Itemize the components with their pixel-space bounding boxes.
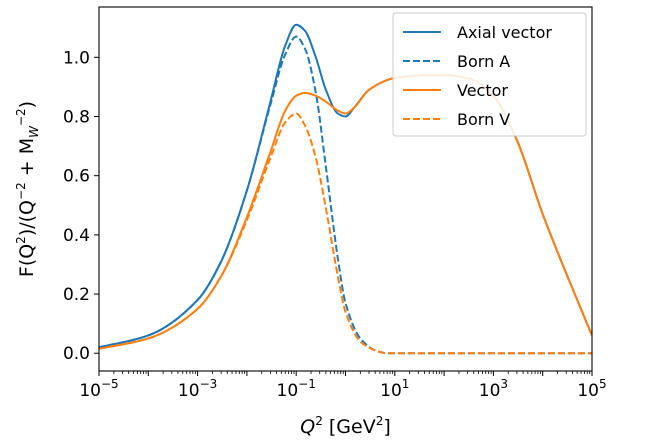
legend-label-born-v: Born V: [457, 110, 510, 129]
y-axis-label-part3: + M: [16, 138, 38, 182]
y-tick-label: 0.8: [63, 107, 90, 127]
x-tick-exponent: 1: [402, 377, 410, 391]
y-axis-label-sup1: 2: [14, 236, 28, 244]
x-axis-label-sup: 2: [315, 414, 323, 428]
x-tick-label: 10−5: [79, 377, 118, 401]
y-axis-label: F(Q2)/(Q−2 + MW−2): [14, 101, 41, 277]
plot-frame: [98, 6, 593, 372]
x-tick-base: 10: [277, 381, 299, 401]
y-tick-label: 0.0: [63, 344, 90, 364]
x-tick-exponent: −1: [298, 377, 316, 391]
x-axis-label-unit-sup: 2: [376, 414, 384, 428]
x-axis-label-unit-close: ]: [383, 416, 390, 438]
x-axis: 10−5 10−3 10−1 101 103 105: [79, 371, 607, 401]
y-axis-label-part4: ): [16, 101, 38, 108]
x-tick-base: 10: [178, 381, 200, 401]
x-axis-label-unit-open: [GeV: [323, 416, 376, 438]
y-axis-label-part1: F(Q: [16, 244, 38, 277]
x-tick-base: 10: [577, 381, 599, 401]
x-tick-label: 105: [577, 377, 606, 401]
legend-label-vector: Vector: [457, 81, 508, 100]
x-tick-label: 10−3: [178, 377, 217, 401]
legend: Axial vector Born A Vector Born V: [392, 12, 587, 137]
x-tick-exponent: 5: [599, 377, 607, 391]
x-axis-label: Q2 [GeV2]: [300, 414, 391, 438]
legend-label-born-a: Born A: [457, 52, 510, 71]
y-tick-label: 0.2: [63, 285, 90, 305]
y-axis-label-sup3: −2: [14, 108, 28, 126]
y-axis-label-sub3: W: [27, 125, 41, 138]
series-line-born-v: [99, 112, 592, 355]
x-tick-exponent: 3: [500, 377, 508, 391]
x-tick-label: 103: [479, 377, 508, 401]
x-tick-base: 10: [479, 381, 501, 401]
y-axis: 0.0 0.2 0.4 0.6 0.8 1.0: [63, 48, 99, 364]
legend-box: [392, 12, 587, 137]
x-tick-label: 10−1: [277, 377, 316, 401]
y-axis-label-sup2: −2: [14, 182, 28, 200]
legend-label-axial-vector: Axial vector: [457, 23, 552, 42]
x-tick-exponent: −5: [101, 377, 119, 391]
y-axis-label-part2: )/(Q: [16, 200, 38, 236]
x-tick-exponent: −3: [200, 377, 218, 391]
y-tick-label: 1.0: [63, 48, 90, 68]
y-tick-label: 0.6: [63, 167, 90, 187]
x-tick-base: 10: [79, 381, 101, 401]
x-tick-base: 10: [380, 381, 402, 401]
x-tick-label: 101: [380, 377, 409, 401]
x-axis-label-main: Q: [300, 416, 315, 438]
y-tick-label: 0.4: [63, 226, 90, 246]
